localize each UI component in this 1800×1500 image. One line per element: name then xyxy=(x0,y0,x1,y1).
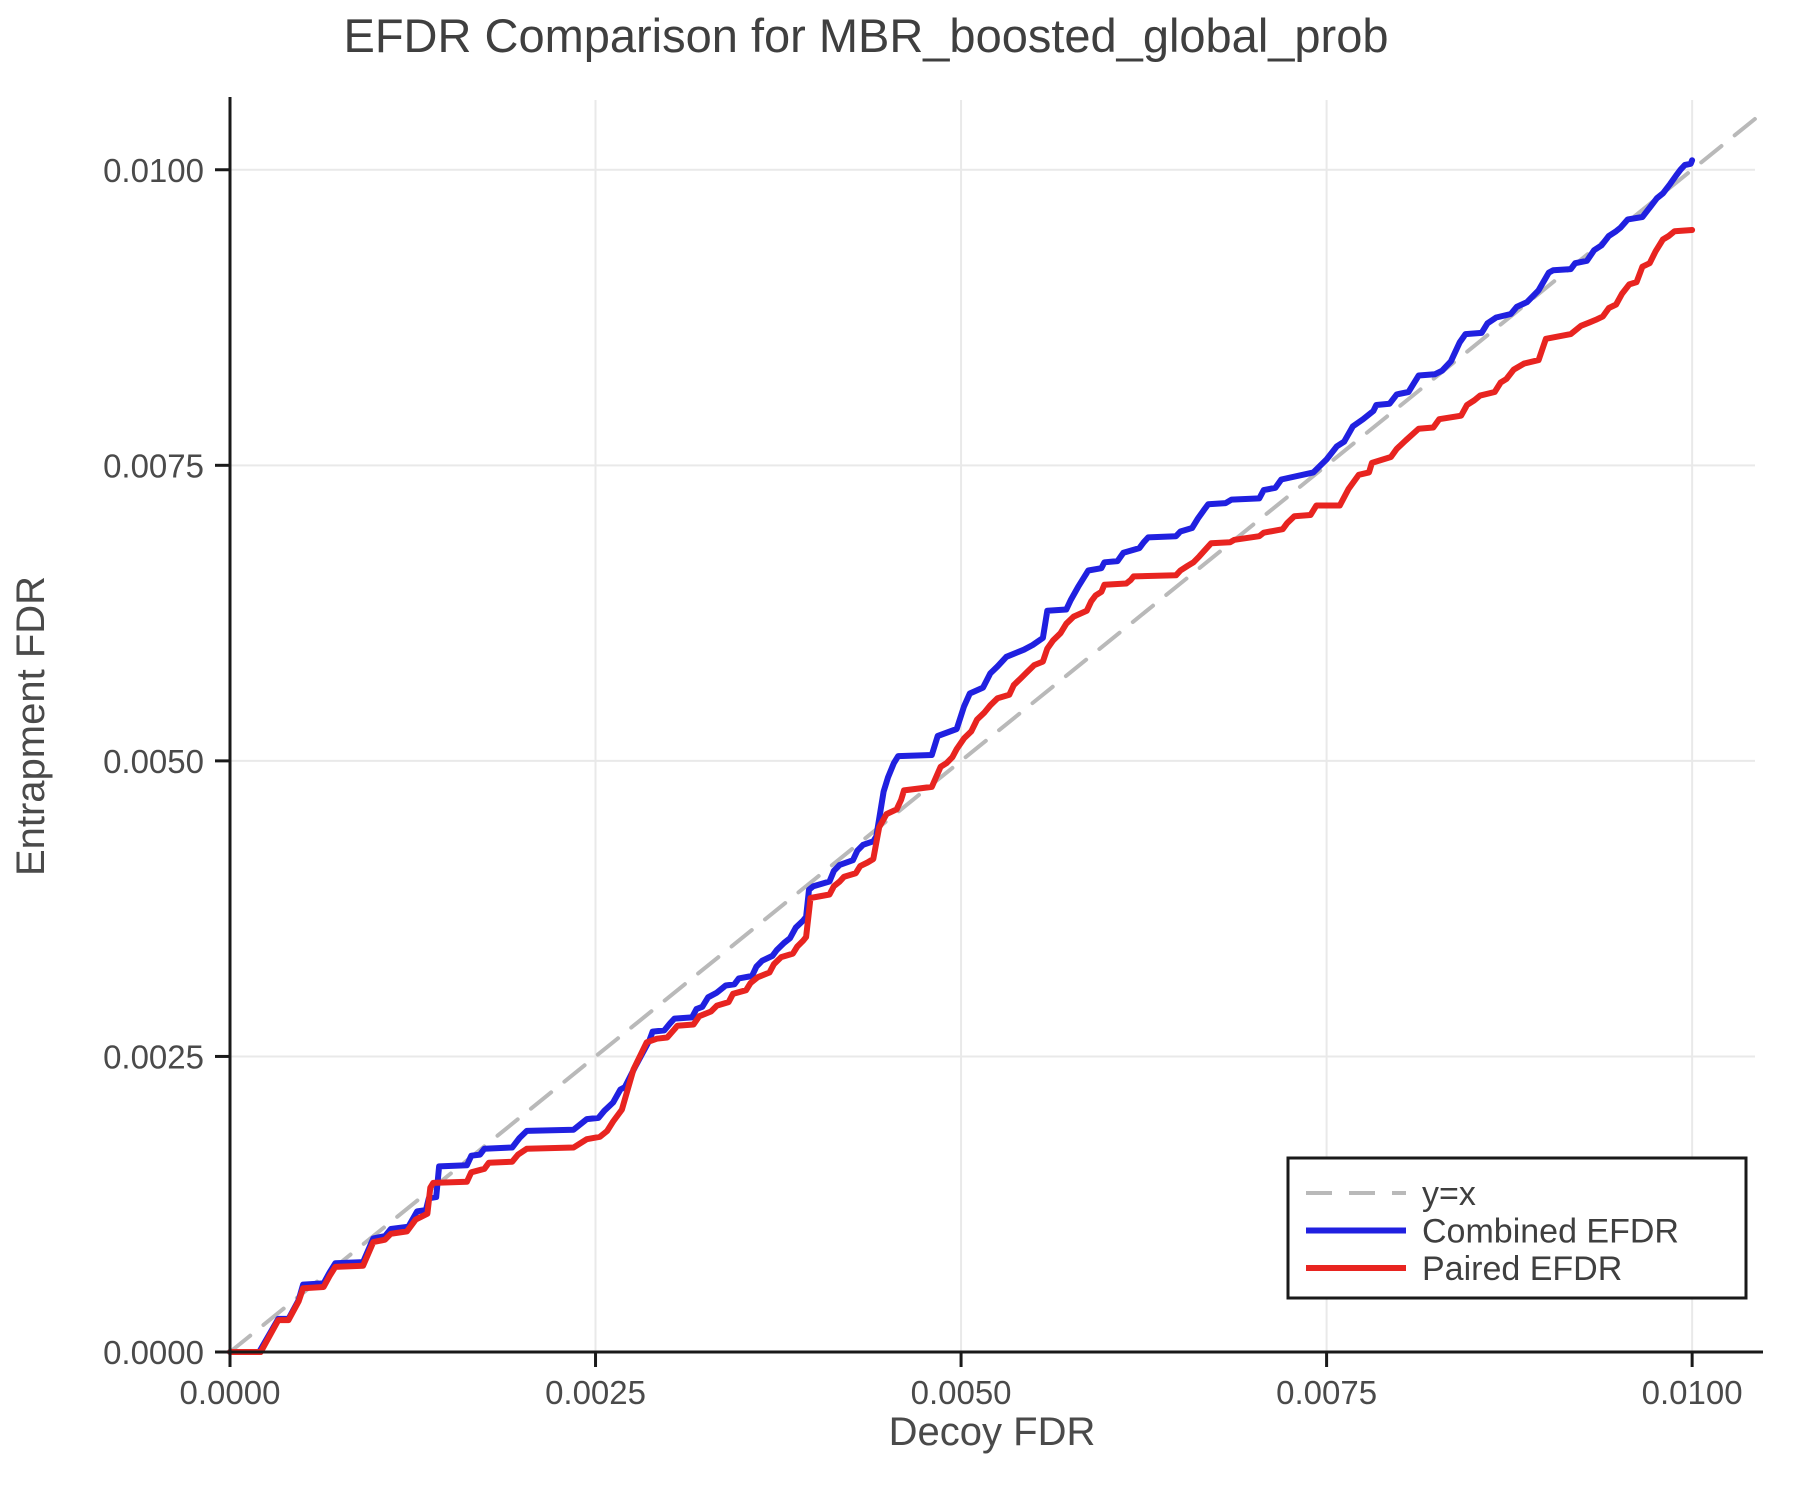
legend-label-combined-efdr: Combined EFDR xyxy=(1422,1213,1679,1251)
y-tick-label: 0.0075 xyxy=(103,447,204,484)
x-tick-label: 0.0075 xyxy=(1276,1374,1377,1411)
series-line-combined-efdr xyxy=(227,157,1696,1355)
x-tick-label: 0.0025 xyxy=(545,1374,646,1411)
series-line-paired-efdr xyxy=(227,227,1696,1355)
y-axis-label: Entrapment FDR xyxy=(9,576,53,876)
x-tick-label: 0.0100 xyxy=(1642,1374,1743,1411)
chart-title: EFDR Comparison for MBR_boosted_global_p… xyxy=(344,9,1389,62)
y-tick-label: 0.0000 xyxy=(103,1334,204,1371)
y-tick-label: 0.0050 xyxy=(103,743,204,780)
x-axis-label: Decoy FDR xyxy=(889,1410,1096,1454)
legend-label-y-x: y=x xyxy=(1422,1175,1476,1213)
x-tick-label: 0.0050 xyxy=(911,1374,1012,1411)
y-tick-label: 0.0100 xyxy=(103,152,204,189)
series-layer xyxy=(227,116,1757,1355)
x-tick-label: 0.0000 xyxy=(180,1374,281,1411)
legend-label-paired-efdr: Paired EFDR xyxy=(1422,1250,1622,1288)
y-tick-label: 0.0025 xyxy=(103,1038,204,1075)
axes-layer: 0.0000 0.0025 0.0050 0.0075 0.0100 0.0000 0.00… xyxy=(103,97,1763,1411)
grid-layer xyxy=(230,100,1755,1352)
